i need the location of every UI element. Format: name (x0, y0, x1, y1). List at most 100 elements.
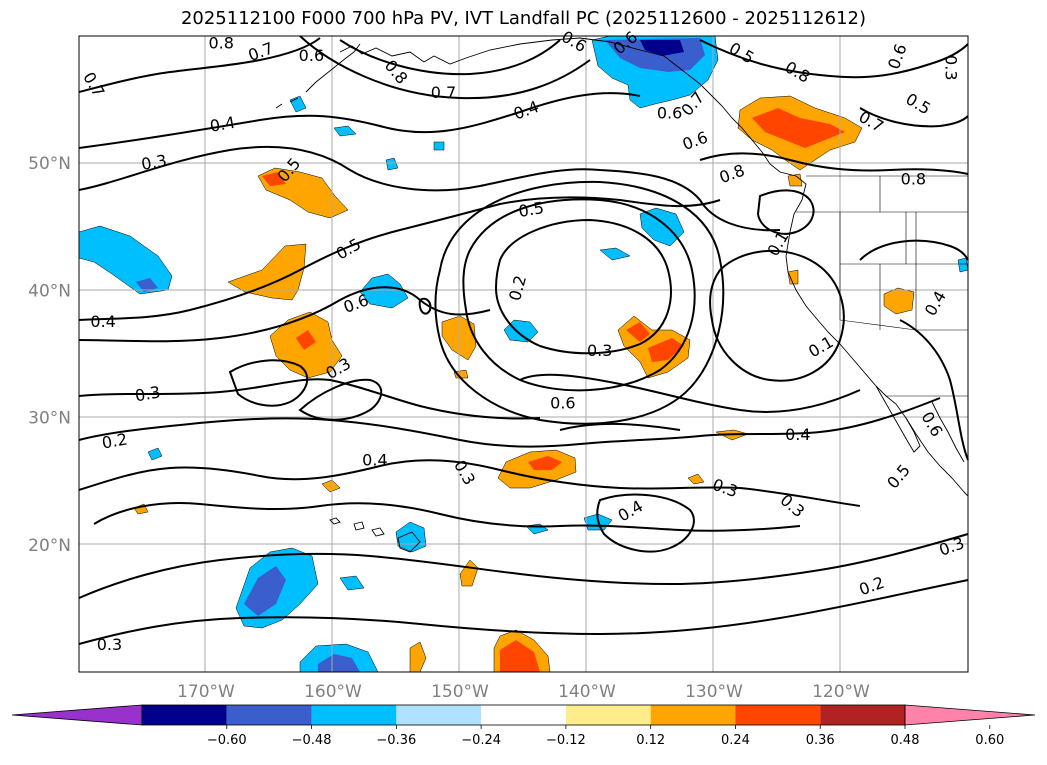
colorbar-tick-label: −0.24 (461, 733, 501, 748)
colorbar-extend-low (11, 704, 143, 726)
shade-negative-small-9 (147, 447, 163, 461)
contour-line (434, 180, 725, 425)
colorbar-tick-label: −0.36 (376, 733, 416, 748)
lon-label: 160°W (304, 682, 362, 702)
shade-negative-west-41n-core (136, 278, 158, 292)
shade-negative-45n (639, 207, 685, 247)
map-title: 2025112100 F000 700 hPa PV, IVT Landfall… (180, 8, 867, 29)
shade-negative-small-5 (433, 141, 445, 151)
contour-line (709, 249, 845, 382)
contour-line (93, 501, 801, 532)
lon-label: 130°W (685, 682, 743, 702)
shade-negative-10n-core (318, 654, 360, 672)
lon-label: 140°W (558, 682, 616, 702)
latitude-labels: 50°N 40°N 30°N 20°N (28, 154, 71, 556)
coast-west-us (761, 151, 969, 497)
colorbar-box (226, 705, 312, 725)
shade-positive-40n-us (883, 287, 915, 315)
contour-line (462, 198, 696, 392)
shade-positive-41n (227, 243, 307, 301)
shade-positive-48n-core (262, 172, 286, 186)
colorbar-tick-label: 0.60 (975, 733, 1004, 748)
colorbar-box (565, 705, 651, 725)
contour-label: 0.5 (517, 198, 545, 221)
contour-label: 0.2 (100, 429, 128, 452)
longitude-labels: 170°W 160°W 150°W 140°W 130°W 120°W (177, 682, 870, 702)
lon-label: 120°W (812, 682, 870, 702)
ivt-shading (78, 35, 969, 673)
shade-positive-small-9 (787, 173, 803, 187)
lat-label: 20°N (28, 536, 71, 556)
contour-label: 0.7 (431, 83, 456, 102)
shade-positive-36n-core (296, 330, 316, 350)
contour-label: 0.8 (901, 169, 926, 188)
contour-line (78, 92, 641, 149)
contour-line (78, 459, 861, 507)
coast-baja (875, 385, 965, 463)
contour-label: 0.4 (90, 312, 115, 331)
contour-line (78, 397, 941, 448)
contour-line (859, 239, 969, 261)
shade-positive-11n-core (500, 640, 540, 672)
contour-line (699, 39, 969, 79)
contour-label: 0.3 (941, 55, 960, 80)
colorbar-tick-label: −0.60 (207, 733, 247, 748)
shade-negative-alaska-inner (640, 40, 684, 56)
contour-line (78, 533, 969, 599)
pv-contours (78, 35, 969, 645)
contour-line (756, 189, 815, 235)
contour-label: 0.3 (140, 151, 168, 174)
shade-positive-small-8 (453, 369, 469, 379)
contour-label: 0.4 (785, 425, 810, 444)
lon-label: 170°W (177, 682, 235, 702)
colorbar-box (481, 705, 566, 725)
colorbar-box (142, 705, 227, 725)
contour-label: 0.8 (209, 33, 234, 52)
shade-negative-small-3 (333, 125, 357, 137)
contour-line (78, 196, 721, 321)
shade-positive-small-7 (687, 473, 705, 485)
colorbar-box (650, 705, 736, 725)
map-frame (78, 35, 969, 673)
shade-positive-small-1 (459, 559, 479, 587)
shade-positive-small-4 (321, 479, 341, 493)
contour-line (78, 579, 969, 645)
shade-positive-bc-core (752, 108, 845, 148)
colorbar-extend-high (904, 704, 1036, 726)
colorbar-box (735, 705, 821, 725)
colorbar-tick-label: 0.12 (636, 733, 665, 748)
contour-line (298, 378, 383, 421)
contour-line (596, 493, 695, 553)
contour-label: 0.3 (133, 382, 161, 405)
lon-label: 150°W (431, 682, 489, 702)
contour-line (78, 145, 781, 232)
lat-label: 30°N (28, 409, 71, 429)
shade-negative-15n-core (244, 566, 286, 616)
contour-line (899, 319, 969, 461)
shade-positive-26n-core (528, 456, 562, 470)
colorbar: −0.60 −0.48 −0.36 −0.24 −0.12 0.12 0.24 0.36 0.4… (11, 704, 1036, 748)
colorbar-tick-label: 0.24 (721, 733, 750, 748)
border-states (796, 176, 968, 397)
shade-negative-small-4 (385, 157, 399, 171)
colorbar-tick-label: 0.48 (891, 733, 920, 748)
contour-line (699, 152, 969, 175)
shade-positive-small-6 (787, 269, 799, 285)
colorbar-outline (141, 704, 906, 726)
contour-line (78, 378, 541, 420)
contour-line (418, 297, 432, 315)
coast-alaska (339, 37, 763, 153)
contour-line (859, 107, 969, 128)
coast-hawaii (329, 517, 421, 553)
lat-label: 40°N (28, 281, 71, 301)
shade-positive-36n-east-core (626, 322, 684, 362)
colorbar-tick-label: −0.48 (292, 733, 332, 748)
contour-line (559, 422, 681, 431)
colorbar-tick-label: 0.36 (806, 733, 835, 748)
coast-aleutians (275, 43, 361, 109)
contour-line (494, 218, 672, 355)
contour-label: 0.4 (208, 113, 236, 136)
contour-label: 0.3 (587, 341, 612, 360)
shade-negative-small-1 (599, 247, 631, 261)
